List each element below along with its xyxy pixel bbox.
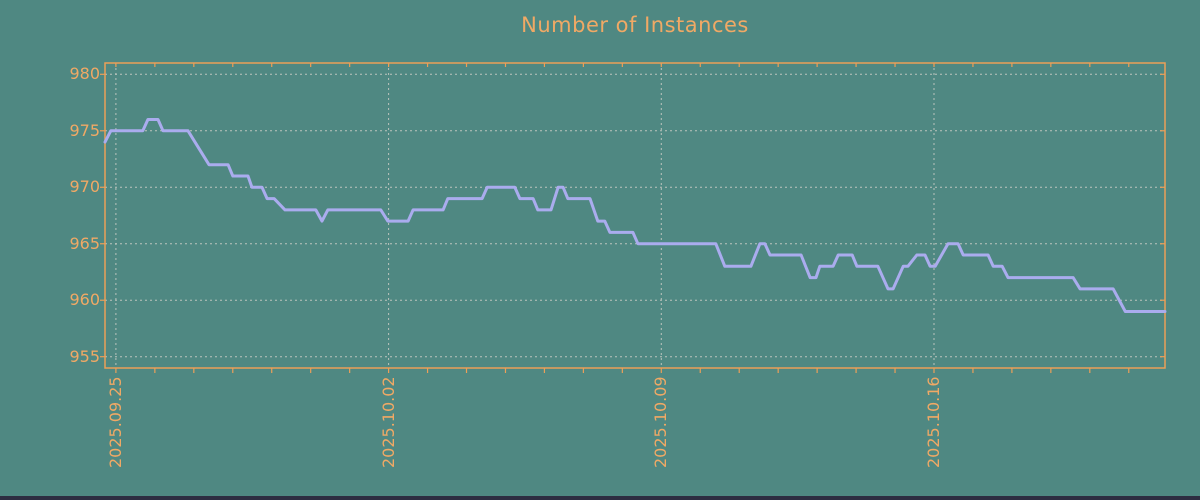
y-tick-label: 955	[69, 346, 100, 366]
y-tick-label: 970	[69, 177, 100, 197]
x-tick-label: 2025.10.09	[651, 376, 671, 468]
y-tick-label: 960	[69, 290, 100, 310]
bottom-edge-bar	[0, 496, 1200, 500]
y-tick-label: 980	[69, 64, 100, 84]
x-tick-label: 2025.09.25	[105, 376, 125, 468]
x-tick-label: 2025.10.16	[923, 376, 943, 468]
y-tick-label: 975	[69, 120, 100, 140]
x-tick-label: 2025.10.02	[378, 376, 398, 468]
chart-title: Number of Instances	[521, 13, 749, 37]
series-line	[103, 118, 1167, 313]
axis-frame	[104, 62, 1166, 369]
y-tick-label: 965	[69, 233, 100, 253]
